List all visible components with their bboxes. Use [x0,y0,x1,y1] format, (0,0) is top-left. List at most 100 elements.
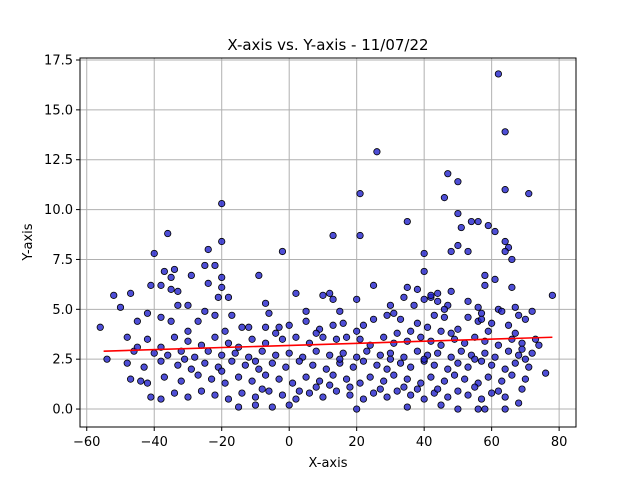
scatter-point [204,279,212,287]
scatter-point [201,307,209,315]
scatter-point [393,329,401,337]
scatter-point [464,297,472,305]
scatter-point [261,299,270,307]
scatter-point [201,359,209,367]
scatter-point [207,375,216,383]
scatter-point [511,329,519,337]
scatter-point [434,349,442,357]
scatter-point [292,333,300,341]
scatter-point [477,395,486,403]
scatter-point [521,375,529,383]
scatter-point [369,389,378,397]
scatter-point [329,321,337,329]
scatter-point [329,295,337,303]
scatter-point [501,237,509,246]
scatter-point [164,351,172,359]
scatter-point [329,231,337,240]
scatter-point [312,329,320,337]
scatter-point [508,255,516,264]
scatter-point [295,387,303,395]
scatter-point [339,349,347,357]
scatter-point [123,359,131,367]
scatter-point [386,349,395,357]
scatter-point [434,297,442,305]
scatter-point [302,317,310,325]
scatter-point [376,385,384,393]
scatter-point [450,371,459,379]
scatter-point [261,323,270,331]
scatter-point [319,291,327,299]
scatter-point [170,333,179,341]
scatter-point [160,267,168,276]
scatter-point [224,293,233,301]
scatter-point [498,377,506,385]
scatter-point [157,357,165,365]
scatter-point [258,385,266,393]
scatter-point [342,375,351,383]
scatter-point [302,307,310,315]
scatter-point [326,351,334,359]
scatter-point [292,289,300,297]
scatter-point [383,365,391,373]
scatter-point [332,387,341,395]
scatter-point [444,365,452,373]
scatter-point [457,347,465,355]
scatter-point [474,405,482,413]
scatter-point [471,355,479,363]
scatter-point [302,373,310,381]
scatter-point [268,359,276,367]
plot-area-frame [79,57,577,428]
scatter-point [218,351,226,359]
scatter-point [508,371,516,379]
scatter-point [356,335,364,343]
scatter-point [477,309,486,317]
scatter-point [461,339,469,347]
scatter-point [234,373,243,381]
scatter-point [407,327,415,335]
scatter-point [454,359,462,367]
scatter-point [160,373,168,381]
scatter-point [454,241,462,250]
scatter-point [504,321,513,329]
scatter-point [501,365,509,373]
scatter-point [481,271,489,280]
grid-lines [80,58,576,427]
scatter-point [400,353,408,361]
scatter-point [454,405,462,413]
scatter-point [137,377,145,385]
x-tick-label: −60 [73,435,100,450]
scatter-point [454,325,462,333]
scatter-point [373,148,381,156]
scatter-point [272,351,280,359]
x-axis-label: X-axis [309,456,348,471]
scatter-point [221,327,229,335]
scatter-point [228,357,236,365]
scatter-point [407,391,415,399]
scatter-point [265,387,273,395]
scatter-point [521,355,529,363]
scatter-point [423,323,432,331]
scatter-point [255,365,263,373]
scatter-point [484,373,492,381]
scatter-point [390,371,398,379]
scatter-point [218,367,226,375]
scatter-point [285,321,293,329]
scatter-point [481,281,489,289]
scatter-point [525,190,533,198]
scatter-point [447,353,455,361]
y-tick-label: 7.5 [52,253,73,268]
scatter-point [238,323,246,331]
scatter-point [214,293,222,301]
scatter-point [211,261,219,270]
scatter-point [353,295,361,303]
scatter-point [164,229,172,238]
x-tick-label: 40 [416,435,433,450]
scatter-point [319,393,327,401]
scatter-point [477,315,486,323]
scatter-point [184,301,192,309]
scatter-point [464,363,472,371]
scatter-point [400,293,408,301]
scatter-point [437,341,445,349]
scatter-point [204,347,212,355]
